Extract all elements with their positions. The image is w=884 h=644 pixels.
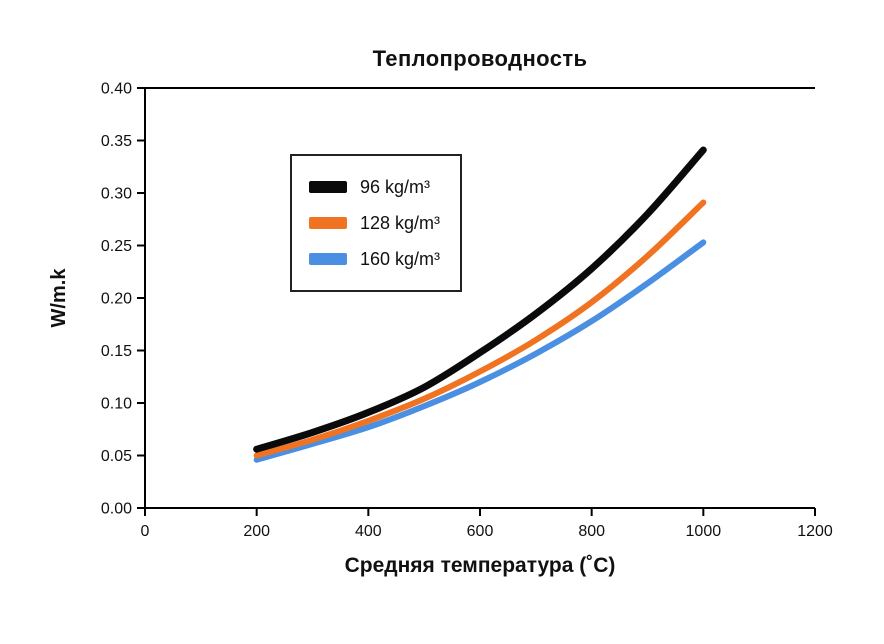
- y-tick-label: 0.25: [101, 238, 132, 255]
- legend-label: 128 kg/m³: [360, 212, 441, 233]
- chart-title: Теплопроводность: [372, 46, 588, 71]
- x-tick-label: 400: [355, 523, 382, 540]
- y-tick-label: 0.15: [101, 343, 132, 360]
- x-tick-label: 1000: [686, 523, 722, 540]
- legend-item: 160 kg/m³: [309, 241, 452, 277]
- y-tick-label: 0.40: [101, 81, 132, 98]
- x-tick-label: 200: [243, 523, 270, 540]
- y-tick-label: 0.10: [101, 396, 132, 413]
- legend-swatch: [309, 217, 347, 229]
- legend-swatch: [309, 181, 347, 193]
- legend: 96 kg/m³ 128 kg/m³ 160 kg/m³: [290, 154, 462, 292]
- legend-label: 96 kg/m³: [360, 176, 431, 197]
- legend-item: 96 kg/m³: [309, 169, 452, 205]
- y-tick-label: 0.30: [101, 186, 132, 203]
- y-tick-label: 0.35: [101, 133, 132, 150]
- legend-swatch: [309, 253, 347, 265]
- x-tick-label: 1200: [797, 523, 833, 540]
- y-tick-label: 0.00: [101, 501, 132, 518]
- series-line-96: [253, 146, 707, 453]
- legend-item: 128 kg/m³: [309, 205, 452, 241]
- y-tick-label: 0.20: [101, 291, 132, 308]
- series-line-160: [253, 239, 707, 463]
- y-tick-label: 0.05: [101, 448, 132, 465]
- x-tick-label: 0: [141, 523, 150, 540]
- legend-label: 160 kg/m³: [360, 248, 441, 269]
- y-axis-label: W/m.k: [48, 268, 70, 328]
- x-tick-label: 800: [578, 523, 605, 540]
- x-tick-label: 600: [467, 523, 494, 540]
- x-axis-label: Средняя температура (˚C): [344, 554, 616, 577]
- series-line-128: [253, 199, 707, 459]
